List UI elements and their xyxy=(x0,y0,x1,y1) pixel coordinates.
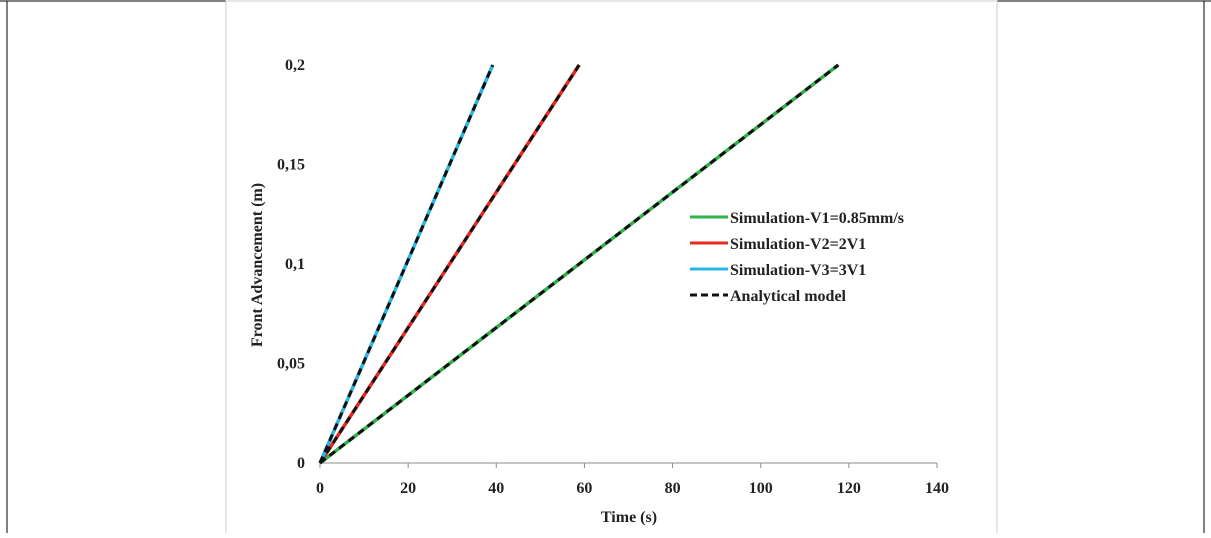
legend-label-1: Simulation-V1=0.85mm/s xyxy=(730,210,904,227)
chart-area-border xyxy=(225,0,998,538)
y-tick-label: 0,2 xyxy=(285,57,305,74)
analytical-line-1 xyxy=(319,63,840,465)
x-tick-label: 20 xyxy=(400,480,416,497)
x-tick-label: 40 xyxy=(488,480,504,497)
x-tick-label: 0 xyxy=(316,480,324,497)
series-layer xyxy=(318,63,840,465)
y-tick-label: 0,1 xyxy=(285,256,305,273)
analytical-line-3 xyxy=(318,64,495,464)
y-tick-label: 0,05 xyxy=(277,356,305,373)
x-tick-label: 140 xyxy=(925,480,949,497)
axes: 0 20 40 60 80 100 120 140 0 0,05 0,1 0,15 0,2 xyxy=(277,57,949,497)
legend: Simulation-V1=0.85mm/s Simulation-V2=2V1 S… xyxy=(690,210,904,305)
y-tick-label: 0 xyxy=(297,455,305,472)
x-tick-label: 80 xyxy=(665,480,681,497)
series-line-2 xyxy=(318,64,581,464)
legend-label-2: Simulation-V2=2V1 xyxy=(730,236,866,253)
legend-label-3: Simulation-V3=3V1 xyxy=(730,262,866,279)
x-tick-label: 120 xyxy=(837,480,861,497)
legend-label-4: Analytical model xyxy=(730,288,847,305)
y-axis-label: Front Advancement (m) xyxy=(249,183,266,347)
x-tick-label: 60 xyxy=(576,480,592,497)
x-axis-label: Time (s) xyxy=(601,509,657,526)
x-tick-label: 100 xyxy=(749,480,773,497)
y-tick-label: 0,15 xyxy=(277,157,305,174)
